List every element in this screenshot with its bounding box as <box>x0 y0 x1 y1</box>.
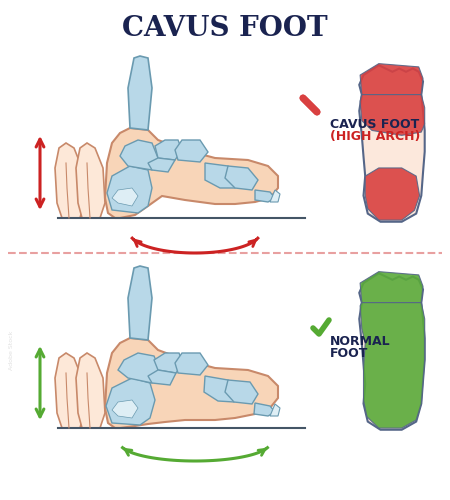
Polygon shape <box>270 404 280 416</box>
Polygon shape <box>76 353 105 428</box>
Polygon shape <box>225 166 258 190</box>
Polygon shape <box>360 94 425 136</box>
Polygon shape <box>107 166 152 213</box>
Polygon shape <box>359 274 425 430</box>
Polygon shape <box>55 353 84 428</box>
Polygon shape <box>359 66 425 222</box>
Polygon shape <box>175 353 208 375</box>
Polygon shape <box>148 158 175 172</box>
Polygon shape <box>360 272 423 302</box>
Polygon shape <box>255 190 275 202</box>
Polygon shape <box>76 143 105 218</box>
Polygon shape <box>105 338 278 428</box>
Polygon shape <box>112 400 138 418</box>
Polygon shape <box>128 56 152 130</box>
Text: (HIGH ARCH): (HIGH ARCH) <box>330 130 420 143</box>
Polygon shape <box>254 403 275 416</box>
Polygon shape <box>112 188 138 206</box>
Text: CAVUS FOOT: CAVUS FOOT <box>330 118 419 131</box>
Text: FOOT: FOOT <box>330 347 369 360</box>
Polygon shape <box>106 378 155 425</box>
Polygon shape <box>120 140 158 170</box>
Text: NORMAL: NORMAL <box>330 335 391 348</box>
Text: CAVUS FOOT: CAVUS FOOT <box>122 14 328 42</box>
Text: Adobe Stock: Adobe Stock <box>9 330 14 370</box>
Polygon shape <box>105 128 278 218</box>
Polygon shape <box>118 353 160 383</box>
Polygon shape <box>128 266 152 340</box>
Polygon shape <box>155 140 182 160</box>
Polygon shape <box>360 302 425 428</box>
Polygon shape <box>204 376 238 402</box>
Polygon shape <box>55 143 84 218</box>
Polygon shape <box>148 370 176 385</box>
Polygon shape <box>175 140 208 162</box>
Polygon shape <box>270 190 280 202</box>
Polygon shape <box>225 380 258 404</box>
Polygon shape <box>205 163 238 188</box>
Polygon shape <box>154 353 183 373</box>
Polygon shape <box>360 64 423 94</box>
Polygon shape <box>365 168 419 220</box>
